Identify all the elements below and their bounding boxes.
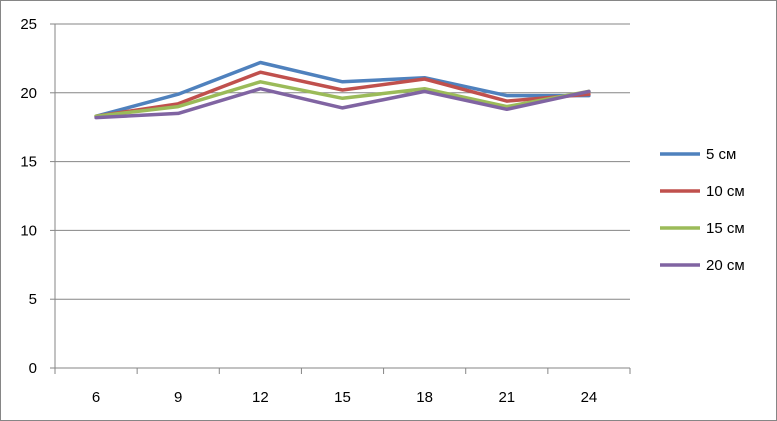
x-tick-label: 9 <box>174 389 182 406</box>
x-tick-label: 6 <box>92 389 100 406</box>
axes: 0 5 10 15 20 25 6 9 12 15 18 21 24 <box>20 16 631 406</box>
y-tick-label: 15 <box>20 154 37 171</box>
series-line-4 <box>94 86 591 120</box>
series-line-2 <box>94 70 591 118</box>
legend-label: 10 см <box>706 183 745 200</box>
y-tick-label: 20 <box>20 85 37 102</box>
y-tick-label: 25 <box>20 16 37 33</box>
series-line-3 <box>94 80 591 118</box>
y-tick-label: 0 <box>29 360 37 377</box>
legend-label: 20 см <box>706 257 745 274</box>
x-tick-label: 24 <box>581 389 598 406</box>
legend-label: 5 см <box>706 146 736 163</box>
x-tick-label: 21 <box>498 389 515 406</box>
legend: 5 см 10 см 15 см 20 см <box>660 146 745 274</box>
x-tick-label: 12 <box>252 389 269 406</box>
x-tick-label: 15 <box>334 389 351 406</box>
legend-label: 15 см <box>706 220 745 237</box>
y-tick-label: 5 <box>29 291 37 308</box>
series-lines <box>94 60 591 120</box>
y-tick-label: 10 <box>20 222 37 239</box>
gridlines <box>55 23 630 300</box>
series-line-1 <box>94 60 591 118</box>
x-tick-label: 18 <box>416 389 433 406</box>
